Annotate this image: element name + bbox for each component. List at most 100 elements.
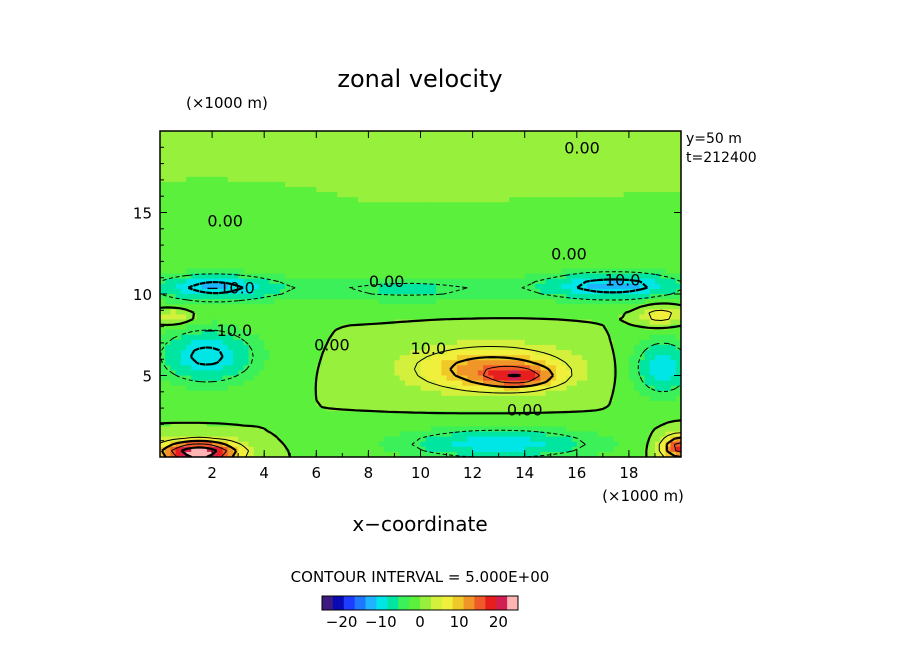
heatmap-cell: [654, 344, 661, 351]
heatmap-cell: [514, 237, 521, 244]
heatmap-cell: [258, 243, 265, 249]
heatmap-cell: [337, 156, 343, 163]
heatmap-cell: [165, 161, 172, 168]
heatmap-cell: [634, 176, 640, 183]
heatmap-cell: [410, 360, 416, 366]
heatmap-cell: [660, 131, 666, 137]
heatmap-cell: [186, 136, 192, 142]
heatmap-cell: [352, 248, 359, 254]
heatmap-cell: [337, 207, 343, 214]
heatmap-cell: [285, 243, 291, 249]
heatmap-cell: [206, 248, 213, 254]
heatmap-cell: [462, 258, 468, 265]
heatmap-cell: [352, 314, 359, 321]
heatmap-cell: [561, 232, 567, 239]
heatmap-cell: [628, 294, 635, 300]
heatmap-cell: [420, 146, 427, 152]
heatmap-cell: [201, 375, 208, 382]
heatmap-cell: [347, 263, 354, 270]
heatmap-cell: [311, 344, 317, 351]
heatmap-cell: [253, 181, 260, 188]
heatmap-cell: [561, 248, 567, 254]
heatmap-cell: [529, 344, 536, 351]
heatmap-cell: [561, 380, 567, 387]
heatmap-cell: [420, 156, 427, 163]
heatmap-cell: [472, 370, 479, 377]
heatmap-cell: [165, 217, 172, 224]
heatmap-cell: [352, 222, 359, 229]
heatmap-cell: [441, 329, 448, 336]
heatmap-cell: [675, 156, 681, 163]
heatmap-cell: [483, 171, 489, 178]
heatmap-cell: [186, 192, 192, 198]
heatmap-cell: [519, 324, 526, 331]
heatmap-cell: [373, 136, 380, 142]
heatmap-cell: [394, 304, 401, 310]
heatmap-cell: [227, 294, 234, 300]
heatmap-cell: [394, 329, 401, 336]
heatmap-cell: [488, 304, 495, 310]
heatmap-cell: [582, 273, 588, 280]
heatmap-cell: [243, 294, 250, 300]
heatmap-cell: [305, 197, 312, 203]
heatmap-cell: [639, 212, 646, 219]
heatmap-cell: [269, 146, 276, 152]
heatmap-cell: [644, 181, 651, 188]
heatmap-cell: [378, 176, 385, 183]
heatmap-cell: [347, 217, 354, 224]
heatmap-cell: [436, 304, 442, 310]
heatmap-cell: [217, 253, 224, 259]
heatmap-cell: [623, 207, 630, 214]
heatmap-field: [160, 131, 681, 457]
heatmap-cell: [248, 248, 255, 254]
heatmap-cell: [555, 141, 562, 147]
heatmap-cell: [561, 197, 567, 203]
heatmap-cell: [576, 212, 583, 219]
heatmap-cell: [238, 314, 244, 321]
heatmap-cell: [477, 329, 484, 336]
heatmap-cell: [555, 294, 562, 300]
heatmap-cell: [535, 294, 541, 300]
heatmap-cell: [654, 309, 661, 315]
heatmap-cell: [357, 309, 364, 315]
heatmap-cell: [665, 334, 672, 341]
heatmap-cell: [347, 268, 354, 275]
heatmap-cell: [675, 355, 681, 361]
heatmap-cell: [269, 344, 276, 351]
heatmap-cell: [576, 294, 583, 300]
heatmap-cell: [451, 248, 458, 254]
heatmap-cell: [201, 268, 208, 275]
heatmap-cell: [295, 146, 302, 152]
heatmap-cell: [253, 273, 260, 280]
heatmap-cell: [311, 370, 317, 377]
heatmap-cell: [503, 360, 510, 366]
heatmap-cell: [243, 360, 250, 366]
heatmap-cell: [436, 171, 442, 178]
heatmap-cell: [389, 268, 396, 275]
heatmap-cell: [227, 156, 234, 163]
heatmap-cell: [493, 187, 500, 193]
heatmap-cell: [300, 294, 307, 300]
heatmap-cell: [243, 146, 250, 152]
heatmap-cell: [186, 202, 192, 208]
heatmap-cell: [160, 375, 166, 382]
heatmap-cell: [175, 324, 182, 331]
heatmap-cell: [170, 171, 177, 178]
heatmap-cell: [582, 181, 588, 188]
heatmap-cell: [576, 263, 583, 270]
heatmap-cell: [378, 283, 385, 290]
heatmap-cell: [264, 273, 271, 280]
heatmap-cell: [373, 222, 380, 229]
heatmap-cell: [326, 283, 333, 290]
heatmap-cell: [618, 237, 625, 244]
heatmap-cell: [165, 380, 172, 387]
heatmap-cell: [227, 278, 234, 285]
heatmap-cell: [290, 237, 297, 244]
heatmap-cell: [436, 253, 442, 259]
heatmap-cell: [227, 344, 234, 351]
heatmap-cell: [503, 248, 510, 254]
heatmap-cell: [555, 350, 562, 356]
heatmap-cell: [675, 232, 681, 239]
heatmap-cell: [451, 243, 458, 249]
heatmap-cell: [644, 355, 651, 361]
